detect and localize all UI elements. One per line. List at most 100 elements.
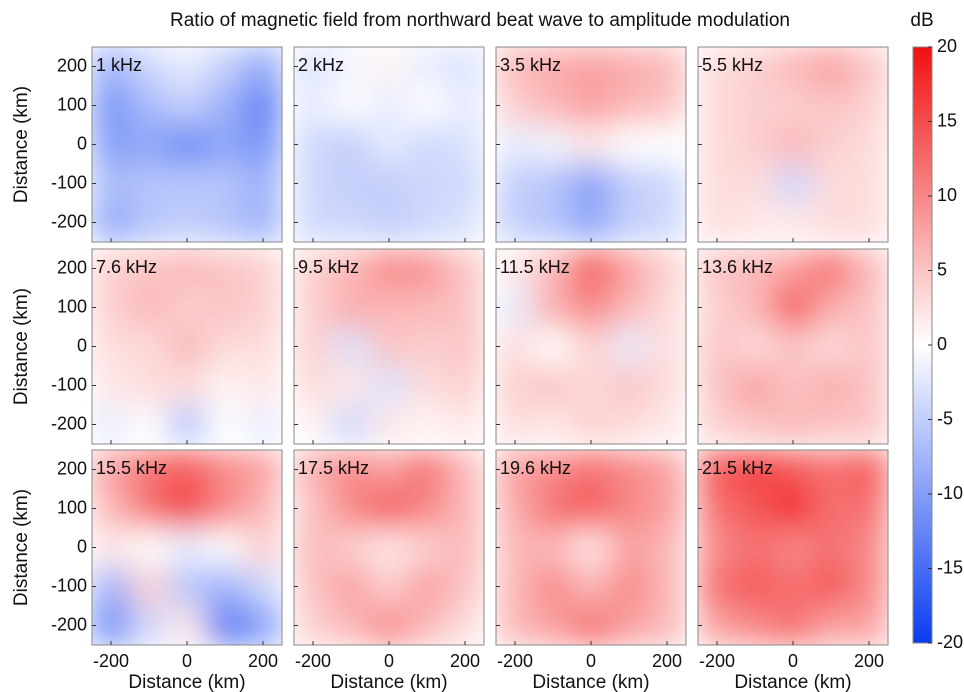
- heatmap-cell: [244, 450, 283, 490]
- heatmap-cell: [850, 288, 889, 328]
- heatmap-cell: [572, 288, 611, 328]
- heatmap-cell: [332, 288, 371, 328]
- heatmap-cell: [850, 528, 889, 568]
- heatmap-cell: [130, 366, 169, 406]
- heatmap-cell: [244, 606, 283, 646]
- heatmap: [92, 249, 283, 445]
- heatmap-cell: [774, 489, 813, 529]
- heatmap-cell: [408, 567, 447, 607]
- heatmap-cell: [206, 366, 245, 406]
- heatmap-cell: [446, 405, 485, 445]
- heatmap-cell: [496, 327, 535, 367]
- heatmap-cell: [370, 164, 409, 204]
- x-tick-label: -200: [497, 651, 533, 671]
- heatmap-cell: [850, 203, 889, 243]
- x-tick-label: 0: [586, 651, 596, 671]
- x-tick-label: 200: [854, 651, 884, 671]
- heatmap-cell: [850, 450, 889, 490]
- heatmap-cell: [446, 567, 485, 607]
- heatmap-cell: [648, 327, 687, 367]
- y-tick-label: 100: [57, 94, 87, 114]
- heatmap-cell: [446, 125, 485, 165]
- heatmap-cell: [446, 450, 485, 490]
- heatmap-cell: [572, 528, 611, 568]
- heatmap-cell: [408, 86, 447, 126]
- heatmap-cell: [206, 249, 245, 289]
- heatmap-cell: [168, 125, 207, 165]
- heatmap-cell: [850, 405, 889, 445]
- heatmap-cell: [572, 489, 611, 529]
- heatmap: [698, 249, 889, 445]
- heatmap-cell: [168, 606, 207, 646]
- heatmap-cell: [610, 203, 649, 243]
- heatmap-cell: [370, 489, 409, 529]
- heatmap-cell: [92, 327, 131, 367]
- heatmap-cell: [610, 528, 649, 568]
- heatmap-cell: [206, 86, 245, 126]
- y-tick-label: 100: [57, 296, 87, 316]
- heatmap-cell: [698, 567, 737, 607]
- heatmap-cell: [332, 366, 371, 406]
- heatmap-cell: [572, 405, 611, 445]
- heatmap-cell: [850, 125, 889, 165]
- heatmap-cell: [446, 86, 485, 126]
- heatmap-cell: [648, 249, 687, 289]
- heatmap-cell: [408, 450, 447, 490]
- panel-label: 13.6 kHz: [702, 257, 773, 277]
- heatmap-cell: [698, 528, 737, 568]
- heatmap-cell: [648, 528, 687, 568]
- heatmap-cell: [294, 249, 333, 289]
- heatmap: [92, 450, 283, 646]
- heatmap-cell: [534, 450, 573, 490]
- heatmap-cell: [698, 203, 737, 243]
- heatmap-cell: [534, 366, 573, 406]
- heatmap-cell: [812, 366, 851, 406]
- colorbar-tick-label: -15: [937, 557, 963, 577]
- heatmap-cell: [648, 567, 687, 607]
- heatmap-cell: [812, 203, 851, 243]
- heatmap-cell: [168, 249, 207, 289]
- heatmap-cell: [206, 606, 245, 646]
- x-tick-label: -200: [699, 651, 735, 671]
- heatmap-cell: [648, 203, 687, 243]
- heatmap-cell: [130, 489, 169, 529]
- heatmap-cell: [168, 528, 207, 568]
- heatmap-cell: [736, 327, 775, 367]
- heatmap-cell: [496, 489, 535, 529]
- heatmap-cell: [446, 366, 485, 406]
- heatmap-cell: [332, 86, 371, 126]
- heatmap-cell: [572, 203, 611, 243]
- heatmap-cell: [244, 489, 283, 529]
- heatmap-cell: [610, 249, 649, 289]
- heatmap-cell: [850, 47, 889, 87]
- y-tick-label: 0: [77, 133, 87, 153]
- heatmap-cell: [534, 489, 573, 529]
- panel-label: 11.5 kHz: [500, 257, 570, 277]
- heatmap-cell: [370, 366, 409, 406]
- heatmap-cell: [92, 249, 131, 289]
- heatmap-cell: [698, 47, 737, 87]
- heatmap-cell: [610, 86, 649, 126]
- heatmap-cell: [774, 203, 813, 243]
- heatmap-cell: [244, 288, 283, 328]
- y-tick-label: -100: [51, 172, 87, 192]
- heatmap-cell: [244, 405, 283, 445]
- heatmap-cell: [572, 606, 611, 646]
- heatmap-cell: [130, 567, 169, 607]
- heatmap-cell: [572, 86, 611, 126]
- heatmap-cell: [294, 47, 333, 87]
- heatmap-cell: [370, 288, 409, 328]
- heatmap-cell: [496, 203, 535, 243]
- panel-label: 2 kHz: [298, 55, 344, 75]
- heatmap-cell: [850, 489, 889, 529]
- heatmap-cell: [736, 47, 775, 87]
- heatmap-cell: [572, 366, 611, 406]
- heatmap-cell: [774, 405, 813, 445]
- heatmap-cell: [698, 327, 737, 367]
- heatmap-cell: [572, 327, 611, 367]
- heatmap-cell: [736, 606, 775, 646]
- heatmap-cell: [244, 164, 283, 204]
- heatmap-cell: [446, 489, 485, 529]
- heatmap-cell: [446, 528, 485, 568]
- heatmap: [294, 450, 485, 646]
